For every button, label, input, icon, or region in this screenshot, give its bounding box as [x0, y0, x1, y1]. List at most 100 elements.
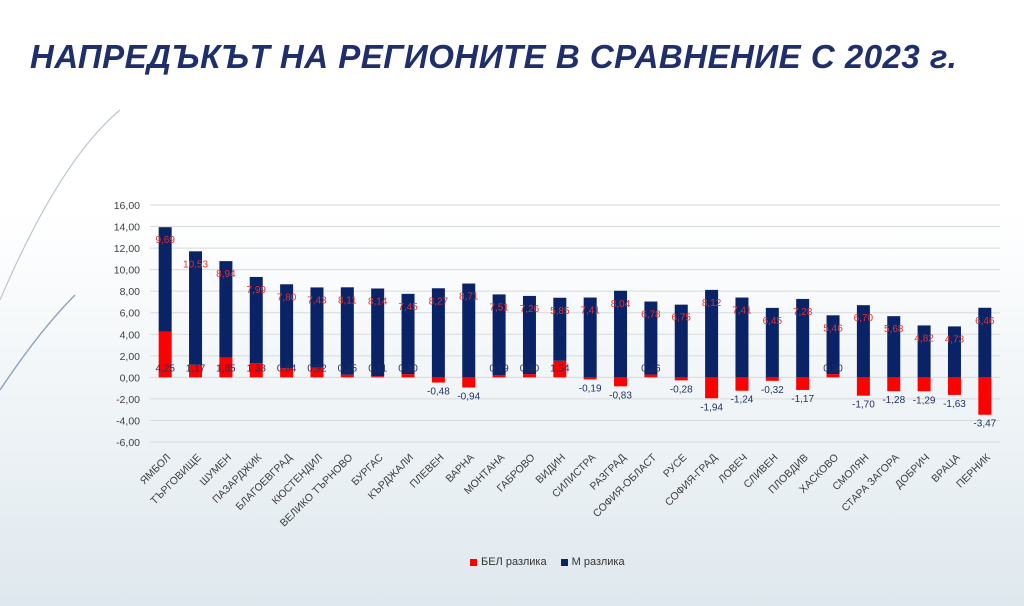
y-tick-label: 16,00 — [114, 200, 140, 212]
bar-bel — [735, 377, 749, 391]
bar-bel — [705, 377, 719, 399]
legend-item-bel: БЕЛ разлика — [470, 556, 547, 568]
data-label-m: 8,12 — [702, 298, 722, 309]
y-tick-label: -4,00 — [116, 415, 140, 427]
data-label-bel: 0,92 — [307, 363, 327, 374]
y-tick-label: 12,00 — [114, 243, 140, 255]
data-label-bel: -1,70 — [852, 400, 875, 411]
y-tick-label: -6,00 — [116, 437, 140, 449]
bar-m — [674, 304, 688, 378]
data-label-m: 7,51 — [489, 302, 509, 313]
data-label-bel: 0,26 — [641, 363, 661, 374]
legend-swatch-m — [560, 558, 568, 566]
y-tick-label: 14,00 — [114, 222, 140, 234]
bar-bel — [401, 374, 415, 378]
data-label-bel: 0,84 — [277, 363, 297, 374]
data-label-bel: 0,11 — [368, 363, 387, 374]
bar-bel — [492, 375, 506, 378]
y-tick-label: 0,00 — [120, 372, 141, 384]
data-label-bel: -0,28 — [670, 384, 693, 395]
bar-bel — [553, 360, 567, 378]
data-label-bel: 1,33 — [247, 363, 267, 374]
data-label-bel: -0,94 — [457, 391, 480, 402]
bar-bel — [826, 374, 840, 378]
data-label-bel: 1,54 — [550, 363, 570, 374]
bar-bel — [583, 377, 597, 380]
bar-m — [583, 297, 597, 378]
bar-m — [978, 307, 992, 378]
bar-m — [492, 294, 506, 376]
bar-bel — [614, 377, 628, 387]
bar-bel — [462, 377, 476, 388]
data-label-m: 4,73 — [945, 334, 965, 345]
bar-bel — [371, 376, 385, 378]
bar-bel — [917, 377, 931, 392]
slide-title: НАПРЕДЪКЪТ НА РЕГИОНИТЕ В СРАВНЕНИЕ С 20… — [30, 38, 958, 75]
bar-bel — [249, 363, 263, 378]
bar-bel — [978, 377, 992, 415]
bar-m — [249, 276, 263, 364]
bar-m — [401, 293, 415, 375]
data-label-bel: -0,19 — [579, 383, 602, 394]
data-label-m: 6,75 — [672, 313, 692, 324]
data-label-m: 8,27 — [429, 296, 449, 307]
data-label-m: 6,78 — [641, 310, 661, 321]
data-label-m: 7,45 — [398, 302, 418, 313]
data-label-bel: -1,63 — [943, 399, 966, 410]
data-label-bel: 0,30 — [398, 363, 418, 374]
bar-m — [705, 289, 719, 378]
bar-bel — [340, 374, 354, 378]
bar-m — [158, 227, 172, 332]
bar-m — [310, 287, 324, 368]
bar-bel — [431, 377, 445, 383]
data-label-bel: -1,94 — [700, 402, 723, 413]
data-label-bel: -1,24 — [731, 395, 754, 406]
bar-m — [462, 283, 476, 378]
data-label-m: 5,85 — [550, 306, 570, 317]
bar-m — [887, 316, 901, 378]
y-tick-label: 8,00 — [120, 286, 141, 298]
bar-m — [189, 251, 203, 365]
data-label-bel: -0,32 — [761, 385, 784, 396]
y-tick-label: 4,00 — [120, 329, 141, 341]
bar-m — [340, 287, 354, 375]
bar-m — [371, 288, 385, 377]
data-label-m: 8,11 — [338, 295, 357, 306]
bar-m — [522, 295, 536, 375]
bar-m — [431, 288, 445, 378]
x-tick-label: ПЕРНИК — [954, 451, 993, 490]
data-label-bel: 0,19 — [489, 363, 509, 374]
bar-m — [219, 261, 233, 358]
data-label-bel: -3,47 — [973, 419, 996, 430]
bar-bel — [674, 377, 688, 381]
bar-bel — [158, 331, 172, 378]
data-label-m: 9,69 — [155, 235, 175, 246]
bar-bel — [189, 364, 203, 378]
data-label-m: 4,82 — [914, 333, 934, 344]
bar-bel — [856, 377, 870, 396]
chart-legend: БЕЛ разлика М разлика — [470, 556, 625, 568]
data-label-bel: 4,25 — [155, 363, 175, 374]
decorative-swoosh — [0, 109, 121, 391]
bar-bel — [280, 368, 294, 378]
data-label-m: 7,41 — [732, 306, 752, 317]
bar-m — [826, 315, 840, 375]
data-label-m: 10,53 — [183, 259, 208, 270]
data-label-m: 8,14 — [368, 296, 388, 307]
data-label-bel: -1,17 — [791, 394, 814, 405]
bar-m — [796, 298, 810, 378]
data-label-m: 7,99 — [247, 285, 267, 296]
data-label-bel: 0,30 — [520, 363, 540, 374]
data-label-m: 5,68 — [884, 324, 904, 335]
y-tick-label: 2,00 — [120, 351, 141, 363]
bar-bel — [796, 377, 810, 390]
y-tick-label: 6,00 — [120, 308, 141, 320]
legend-item-m: М разлика — [560, 556, 625, 568]
data-label-bel: 0,25 — [338, 363, 358, 374]
bar-bel — [310, 367, 324, 378]
data-label-bel: -1,29 — [913, 395, 936, 406]
legend-swatch-bel — [470, 558, 477, 566]
bar-bel — [219, 357, 233, 378]
data-label-m: 7,43 — [307, 295, 327, 306]
